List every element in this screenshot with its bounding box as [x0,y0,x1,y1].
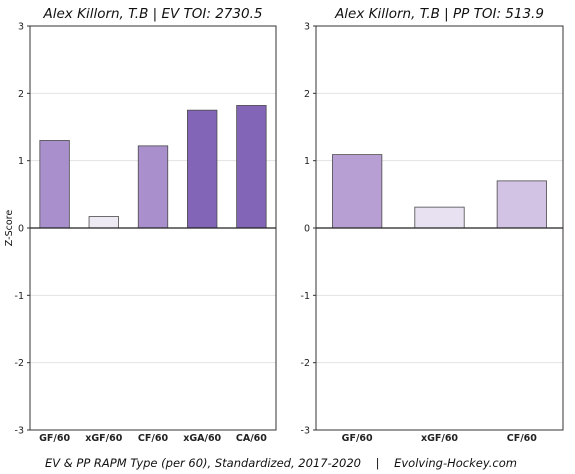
y-tick-label: 1 [304,156,310,167]
bar [332,154,383,229]
x-category-label: GF/60 [39,433,70,444]
y-tick-label: 2 [18,89,24,100]
x-category-label: CF/60 [507,433,538,444]
y-tick-label: 0 [18,224,24,235]
chart-title: Alex Killorn, T.B | EV TOI: 2730.5 [43,6,263,22]
bar [137,145,169,229]
bar [88,216,119,229]
x-category-label: CF/60 [138,433,169,444]
chart-title: Alex Killorn, T.B | PP TOI: 513.9 [334,6,544,22]
bar [414,206,465,229]
y-tick-label: 3 [18,22,24,33]
y-tick-label: -2 [15,358,24,369]
y-tick-label: 2 [304,89,310,100]
x-category-label: CA/60 [236,433,267,444]
plot-frame [315,25,564,431]
plot-frame [29,25,277,431]
x-category-label: xGF/60 [421,433,458,444]
y-tick-label: 0 [304,224,310,235]
ev-panel: Alex Killorn, T.B | EV TOI: 2730.5 -3 -2 -1… [15,6,277,444]
y-tick-label: 1 [18,156,24,167]
y-tick-label: -3 [301,426,310,437]
bar [496,180,547,229]
chart-caption: EV & PP RAPM Type (per 60), Standardized… [45,456,517,470]
pp-panel: Alex Killorn, T.B | PP TOI: 513.9 -3 -2 -1 0… [301,6,564,444]
x-category-label: xGA/60 [183,433,221,444]
y-tick-label: -3 [15,426,24,437]
bar [39,140,70,229]
bar [236,105,267,229]
bar [187,109,218,229]
y-tick-label: 3 [304,22,310,33]
y-tick-label: -2 [301,358,310,369]
y-axis-label: Z-Score [4,210,15,247]
y-tick-label: -1 [15,291,24,302]
y-tick-label: -1 [301,291,310,302]
x-category-label: GF/60 [342,433,373,444]
x-category-label: xGF/60 [85,433,122,444]
